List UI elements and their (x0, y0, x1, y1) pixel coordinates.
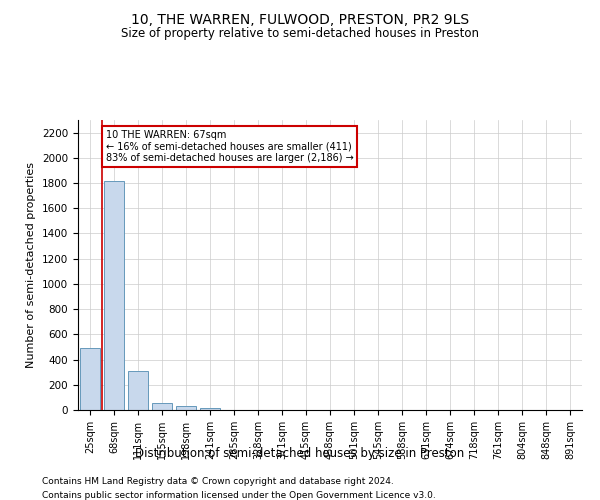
Text: Size of property relative to semi-detached houses in Preston: Size of property relative to semi-detach… (121, 28, 479, 40)
Bar (152, 403, 172, 410)
Y-axis label: Number of semi-detached properties: Number of semi-detached properties (26, 162, 37, 368)
Bar (176, 406, 196, 410)
Bar (80, 348, 100, 410)
Bar (200, 408, 220, 410)
Text: Contains public sector information licensed under the Open Government Licence v3: Contains public sector information licen… (42, 491, 436, 500)
Text: 10 THE WARREN: 67sqm
← 16% of semi-detached houses are smaller (411)
83% of semi: 10 THE WARREN: 67sqm ← 16% of semi-detac… (106, 130, 353, 164)
Bar (104, 180, 124, 410)
Bar (128, 371, 148, 410)
Text: Contains HM Land Registry data © Crown copyright and database right 2024.: Contains HM Land Registry data © Crown c… (42, 478, 394, 486)
Text: Distribution of semi-detached houses by size in Preston: Distribution of semi-detached houses by … (136, 448, 464, 460)
Text: 10, THE WARREN, FULWOOD, PRESTON, PR2 9LS: 10, THE WARREN, FULWOOD, PRESTON, PR2 9L… (131, 12, 469, 26)
